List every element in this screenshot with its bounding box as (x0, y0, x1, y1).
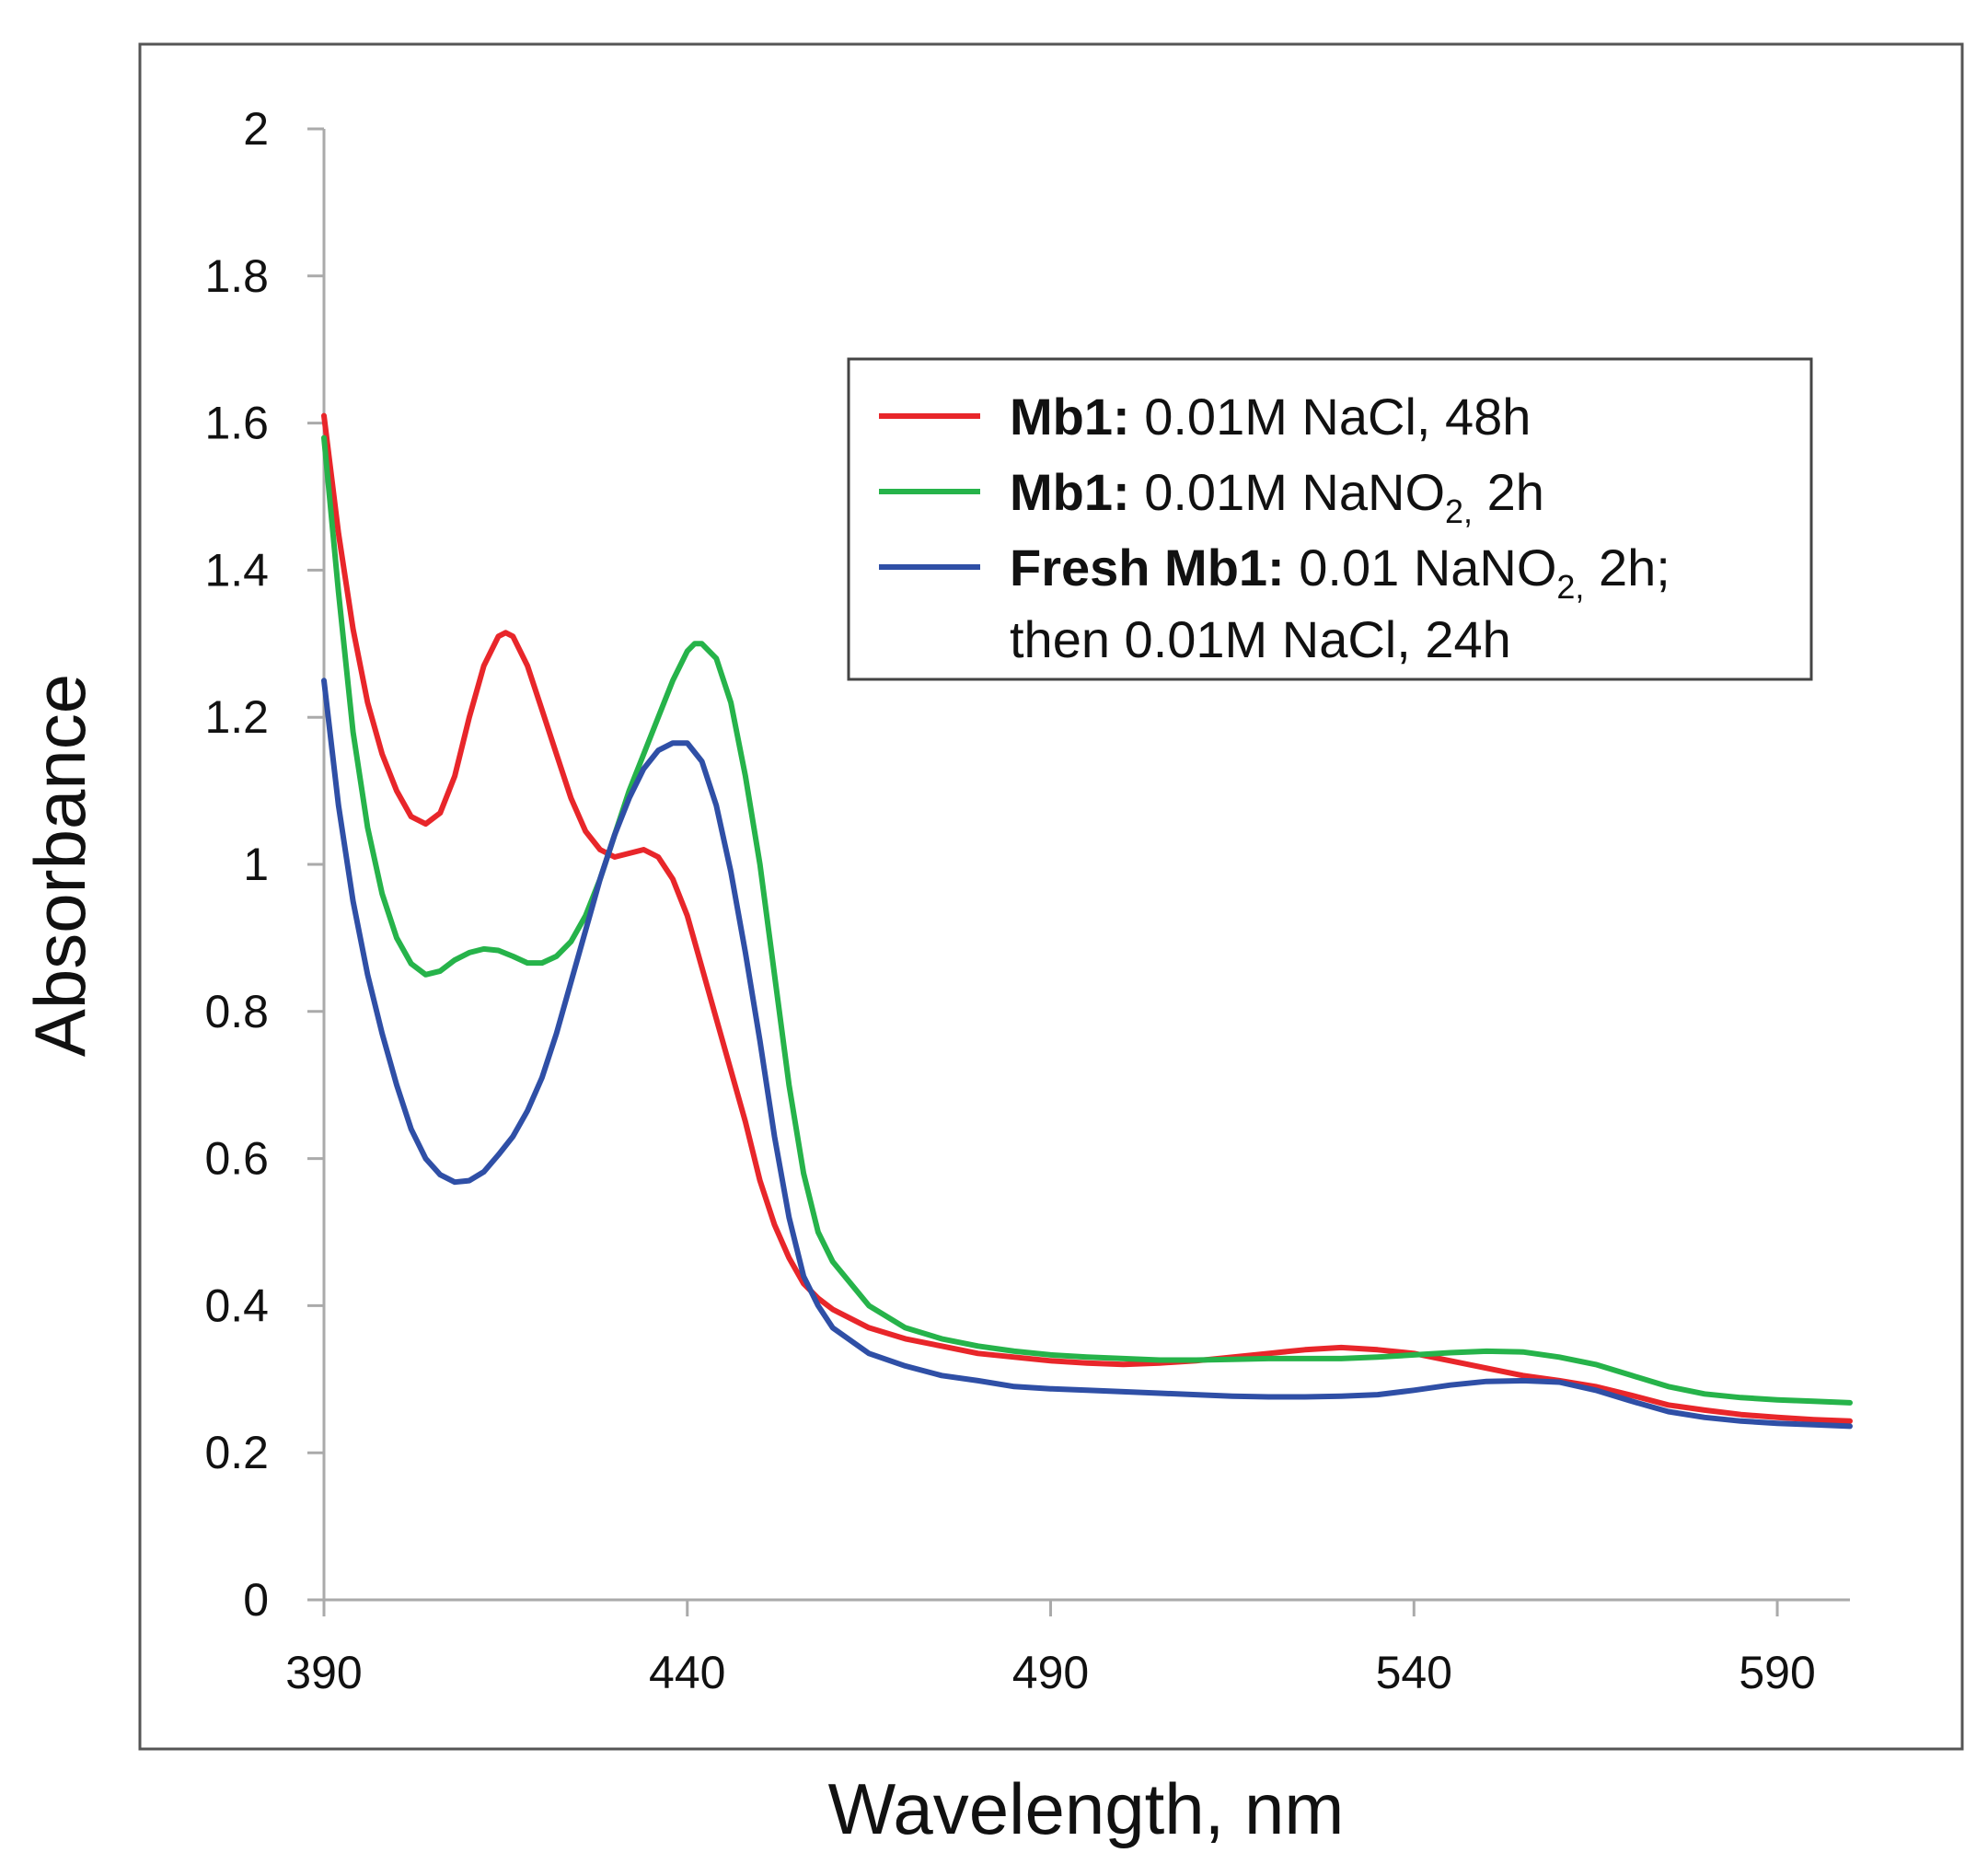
x-tick-group: 390 440 490 540 590 (285, 1600, 1816, 1698)
legend-label-blue-after: 2h; (1584, 538, 1670, 596)
legend-label-green-text: 0.01M NaNO (1130, 463, 1445, 521)
x-tick-label: 440 (649, 1647, 725, 1698)
y-tick-label: 2 (243, 103, 269, 155)
legend-label-green-after: 2h (1473, 463, 1544, 521)
legend-label-blue-bold: Fresh Mb1: (1010, 538, 1285, 596)
y-tick-label: 0.6 (204, 1133, 269, 1185)
y-axis-title: Absorbance (19, 674, 100, 1057)
series-line-red (321, 412, 1853, 1424)
legend-label-blue-text: 0.01 NaNO (1285, 538, 1557, 596)
x-tick-label: 490 (1012, 1647, 1089, 1698)
legend-box (847, 357, 1813, 681)
y-tick-label: 1 (243, 839, 269, 890)
series-group (321, 412, 1853, 1430)
x-tick-label: 590 (1739, 1647, 1815, 1698)
legend: Mb1: 0.01M NaCl, 48h Mb1: 0.01M NaNO2, 2… (847, 357, 1813, 681)
y-tick-label: 1.8 (204, 250, 269, 302)
legend-label-blue: Fresh Mb1: 0.01 NaNO2, 2h; (1010, 538, 1670, 606)
legend-label-red-bold: Mb1: (1010, 388, 1130, 446)
x-tick-label: 540 (1376, 1647, 1452, 1698)
legend-label-red-text: 0.01M NaCl, 48h (1130, 388, 1531, 446)
y-tick-label: 0.2 (204, 1427, 269, 1478)
y-tick-label: 1.2 (204, 691, 269, 743)
series-line-green (321, 434, 1853, 1406)
y-tick-group: 0 0.2 0.4 0.6 0.8 1 1.2 1.4 1.6 1.8 2 (204, 103, 324, 1626)
legend-label-red: Mb1: 0.01M NaCl, 48h (1010, 388, 1531, 446)
chart-frame (138, 42, 1964, 1751)
legend-label-blue-sub: 2, (1556, 568, 1584, 606)
series-line-blue (321, 677, 1853, 1430)
y-tick-label: 0.4 (204, 1280, 269, 1331)
y-tick-label: 1.4 (204, 544, 269, 596)
x-tick-label: 390 (285, 1647, 362, 1698)
y-tick-label: 0 (243, 1574, 269, 1626)
legend-label-green: Mb1: 0.01M NaNO2, 2h (1010, 463, 1544, 530)
legend-label-green-bold: Mb1: (1010, 463, 1130, 521)
y-tick-label: 1.6 (204, 398, 269, 449)
y-tick-label: 0.8 (204, 986, 269, 1037)
x-axis-title: Wavelength, nm (828, 1768, 1345, 1849)
legend-label-blue-line2: then 0.01M NaCl, 24h (1010, 610, 1511, 668)
legend-label-green-sub: 2, (1445, 492, 1473, 530)
